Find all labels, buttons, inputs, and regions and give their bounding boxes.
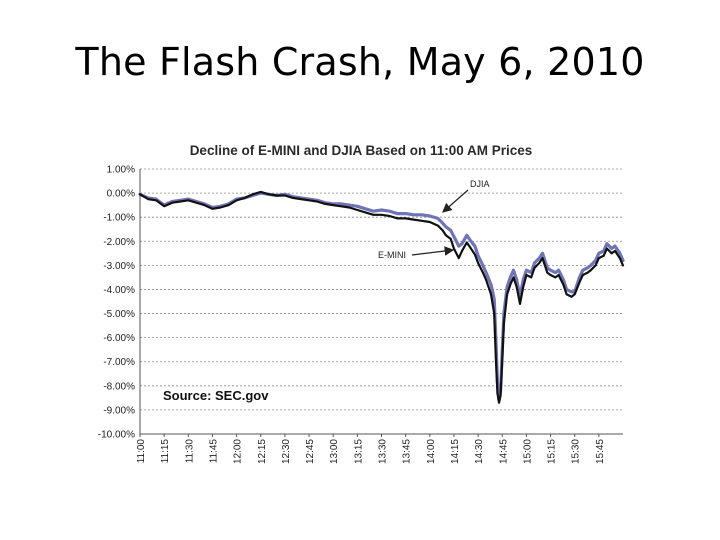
y-tick-label: -1.00% [103,213,135,224]
x-tick-label: 13:45 [402,439,413,464]
x-tick-label: 13:30 [378,439,389,464]
series-line-e-mini [138,190,625,404]
y-tick-label: 0.00% [107,189,135,200]
y-tick-label: -6.00% [103,333,135,344]
y-tick-label: -9.00% [103,405,135,416]
annotation-djia-arrow [442,189,469,213]
x-tick-label: 14:15 [450,439,461,464]
x-tick-label: 14:45 [498,439,509,464]
x-tick-label: 13:00 [329,439,340,464]
x-tick-label: 12:45 [305,439,316,464]
x-tick-label: 15:45 [595,439,606,464]
x-tick-label: 14:30 [474,439,485,464]
y-tick-label: -4.00% [103,285,135,296]
chart-title: Decline of E-MINI and DJIA Based on 11:0… [190,143,533,158]
x-tick-label: 15:30 [571,439,582,464]
y-tick-label: -8.00% [103,381,135,392]
y-tick-label: 1.00% [107,165,135,176]
x-tick-label: 14:00 [426,439,437,464]
x-tick-label: 11:15 [160,439,171,464]
x-tick-label: 11:45 [208,439,219,464]
source-note: Source: SEC.gov [163,388,269,403]
y-tick-label: -2.00% [103,237,135,248]
series-line-djia [138,191,625,402]
annotation-emini-label: E-MINI [378,250,406,260]
x-tick-label: 12:00 [233,439,244,464]
chart-frame [96,126,650,484]
x-tick-label: 15:15 [547,439,558,464]
x-tick-label: 11:30 [184,439,195,464]
y-tick-label: -7.00% [103,357,135,368]
y-tick-label: -3.00% [103,261,135,272]
x-tick-label: 11:00 [136,439,147,464]
x-tick-label: 12:15 [257,439,268,464]
annotation-emini-arrow [411,246,455,256]
x-tick-label: 13:15 [353,439,364,464]
series-lines [138,190,625,404]
y-tick-label: -10.00% [98,430,135,441]
annotation-djia-label: DJIA [470,179,490,189]
x-axis-ticks: 11:00 11:15 11:30 11:45 12:00 12:15 12:30 12:45… [136,434,606,464]
y-tick-label: -5.00% [103,309,135,320]
annotations: DJIA E-MINI [378,179,490,260]
y-axis-ticks: 1.00% 0.00% -1.00% -2.00% -3.00% -4.00% -5.00%… [98,165,135,441]
x-tick-label: 12:30 [281,439,292,464]
x-tick-label: 15:00 [522,439,533,464]
slide-title: The Flash Crash, May 6, 2010 [75,40,645,84]
